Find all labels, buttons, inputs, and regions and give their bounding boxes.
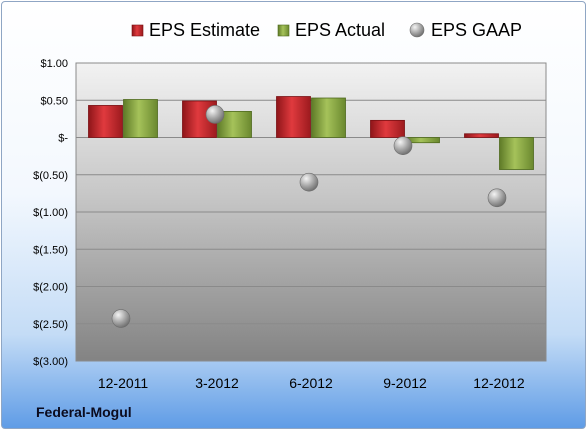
legend-label-eps-gaap: EPS GAAP — [431, 20, 522, 40]
point-eps-gaap-9-2012 — [393, 136, 413, 155]
legend-swatch-eps-actual — [277, 24, 290, 37]
y-tick-label: $(0.50) — [33, 170, 68, 182]
point-eps-gaap-12-2012 — [487, 188, 507, 208]
y-tick-label: $- — [58, 133, 68, 145]
bar-eps-estimate-12-2011 — [88, 105, 123, 138]
y-tick-label: $(1.00) — [33, 207, 68, 219]
y-tick-label: $(1.50) — [33, 244, 68, 256]
y-tick-label: $0.50 — [40, 95, 68, 107]
x-axis: 12-2011 3-2012 6-2012 9-2012 12-2012 — [98, 375, 525, 391]
bar-eps-estimate-6-2012 — [276, 96, 311, 138]
legend-swatch-eps-estimate — [131, 24, 144, 37]
x-tick-label: 9-2012 — [383, 375, 427, 391]
y-tick-label: $(3.00) — [33, 356, 68, 368]
bar-eps-estimate-9-2012 — [370, 119, 405, 138]
bar-eps-actual-12-2012 — [499, 137, 534, 170]
bar-eps-estimate-12-2012 — [464, 133, 499, 138]
x-tick-label: 12-2011 — [98, 375, 149, 391]
x-tick-label: 3-2012 — [195, 375, 239, 391]
y-tick-label: $(2.50) — [33, 319, 68, 331]
legend-label-eps-actual: EPS Actual — [295, 20, 385, 40]
point-eps-gaap-6-2012 — [299, 172, 319, 192]
legend-label-eps-estimate: EPS Estimate — [149, 20, 260, 40]
company-name: Federal-Mogul — [36, 404, 132, 420]
point-eps-gaap-3-2012 — [205, 105, 225, 124]
bar-eps-actual-6-2012 — [311, 97, 346, 138]
legend: EPS Estimate EPS Actual EPS GAAP — [131, 20, 522, 40]
y-axis: $1.00 $0.50 $- $(0.50) $(1.00) $(1.50) $(2.00)… — [33, 58, 68, 368]
y-tick-label: $(2.00) — [33, 282, 68, 294]
legend-swatch-eps-gaap — [409, 22, 425, 38]
point-eps-gaap-12-2011 — [111, 309, 131, 328]
gaap-points — [111, 105, 507, 328]
x-tick-label: 12-2012 — [473, 375, 525, 391]
bar-eps-actual-12-2011 — [123, 99, 158, 138]
x-tick-label: 6-2012 — [289, 375, 333, 391]
y-tick-label: $1.00 — [40, 58, 68, 70]
